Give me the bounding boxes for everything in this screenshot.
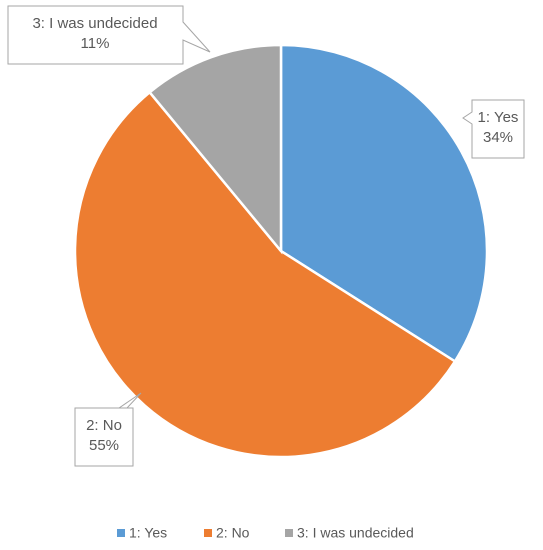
legend-swatch [204,529,212,537]
callout-box [462,99,525,159]
callout-value: 55% [89,437,119,454]
callout-category: 2: No [86,417,122,434]
legend-label: 3: I was undecided [297,525,414,541]
callout-category: 1: Yes [478,109,519,126]
callout-category: 3: I was undecided [32,15,157,32]
legend-label: 1: Yes [129,525,167,541]
callout-value: 34% [483,129,513,146]
pie-slice [147,43,283,255]
pie-slice [73,90,457,459]
callout-box [74,392,142,467]
legend-swatch [285,529,293,537]
callout-box [7,5,211,65]
legend-label: 2: No [216,525,250,541]
legend-swatch [117,529,125,537]
callout-value: 11% [81,35,110,52]
